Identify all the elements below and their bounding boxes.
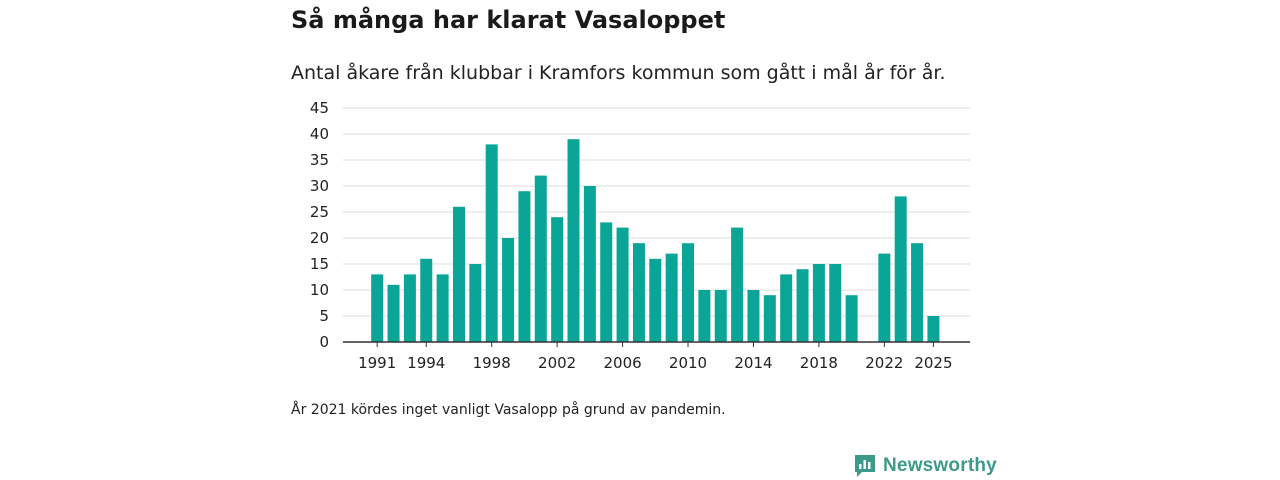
bar-2013 [731, 227, 744, 342]
bar-2003 [567, 139, 580, 342]
bar-2014 [747, 290, 760, 342]
bar-2019 [829, 264, 842, 342]
y-tick-label: 15 [310, 255, 329, 273]
y-tick-label: 0 [319, 333, 329, 351]
bar-2001 [534, 175, 547, 342]
x-tick-label: 2006 [603, 354, 641, 372]
y-tick-label: 25 [310, 203, 329, 221]
bar-2002 [551, 217, 564, 342]
bar-2017 [796, 269, 809, 342]
chart-title: Så många har klarat Vasaloppet [291, 6, 726, 34]
bars [371, 139, 940, 342]
bar-2022 [878, 253, 891, 342]
bar-2009 [665, 253, 678, 342]
bar-2015 [763, 295, 776, 342]
bar-2020 [845, 295, 858, 342]
bar-1995 [436, 274, 449, 342]
x-tick-label: 1994 [407, 354, 445, 372]
bar-2006 [616, 227, 629, 342]
x-tick-label: 1991 [358, 354, 396, 372]
bar-2012 [714, 290, 727, 342]
bar-2008 [649, 258, 662, 342]
x-tick-label: 2025 [914, 354, 952, 372]
bar-2018 [812, 264, 825, 342]
bar-2024 [911, 243, 924, 342]
x-tick-label: 2018 [800, 354, 838, 372]
bar-2000 [518, 191, 531, 342]
bar-2007 [632, 243, 645, 342]
brand-name: Newsworthy [883, 455, 997, 476]
bar-1993 [403, 274, 416, 342]
bar-1999 [502, 238, 515, 342]
bar-1992 [387, 284, 400, 342]
chart-subtitle: Antal åkare från klubbar i Kramfors komm… [291, 62, 946, 84]
bar-1996 [452, 206, 465, 342]
x-tick-label: 2014 [734, 354, 772, 372]
y-tick-label: 10 [310, 281, 329, 299]
bar-2004 [583, 186, 596, 342]
bar-2011 [698, 290, 711, 342]
bar-1997 [469, 264, 482, 342]
x-tick-label: 2010 [669, 354, 707, 372]
bar-2005 [600, 222, 613, 342]
x-tick-label: 2022 [865, 354, 903, 372]
bar-2023 [894, 196, 907, 342]
y-tick-label: 35 [310, 151, 329, 169]
bar-2025 [927, 316, 940, 342]
y-tick-label: 5 [319, 307, 329, 325]
y-tick-label: 20 [310, 229, 329, 247]
footnote: År 2021 kördes inget vanligt Vasalopp på… [291, 402, 726, 418]
y-tick-label: 40 [310, 125, 329, 143]
bar-2016 [780, 274, 793, 342]
bar-1994 [420, 258, 433, 342]
bar-1998 [485, 144, 498, 342]
bar-2010 [682, 243, 695, 342]
newsworthy-logo-icon [855, 455, 875, 477]
brand-logo: Newsworthy [853, 453, 997, 479]
bar-1991 [371, 274, 384, 342]
x-tick-label: 1998 [473, 354, 511, 372]
y-tick-label: 45 [310, 99, 329, 117]
x-tick-label: 2002 [538, 354, 576, 372]
y-tick-label: 30 [310, 177, 329, 195]
